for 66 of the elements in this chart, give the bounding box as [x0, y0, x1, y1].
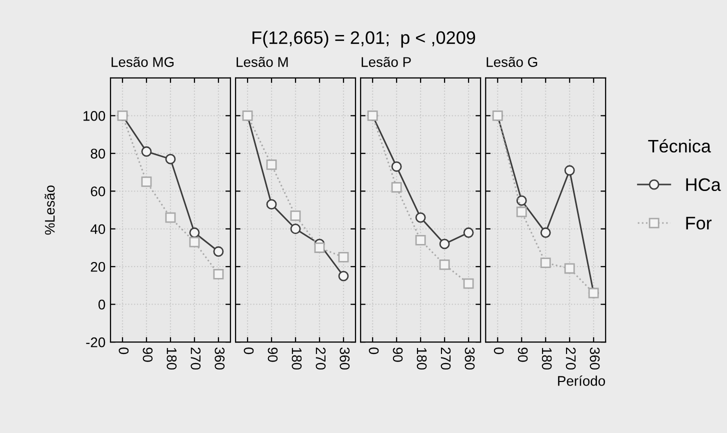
point — [391, 182, 402, 193]
x-tick-label: 90 — [142, 348, 153, 362]
x-tick-label: 180 — [166, 348, 177, 370]
x-tick-label: 0 — [368, 347, 379, 354]
x-tick-label: 90 — [268, 348, 278, 362]
point — [540, 258, 551, 268]
point — [266, 199, 277, 210]
x-tick-label: 270 — [316, 348, 326, 370]
point — [266, 160, 277, 170]
x-tick-label: 270 — [566, 348, 576, 370]
point — [213, 246, 224, 257]
point — [165, 154, 176, 164]
point — [516, 195, 527, 206]
y-tick-label: 100 — [84, 111, 106, 121]
x-tick-label: 0 — [118, 347, 129, 354]
x-tick-label: 90 — [518, 348, 528, 362]
y-tick-label: 0 — [98, 300, 106, 310]
point — [439, 238, 450, 250]
point — [189, 227, 200, 238]
x-tick-label: 90 — [392, 348, 403, 362]
chart-title: Lesão MG — [112, 56, 174, 67]
x-tick-label: 360 — [464, 347, 475, 370]
point — [165, 212, 176, 223]
point — [564, 263, 575, 274]
legend-label: HCa — [686, 178, 721, 192]
point — [415, 212, 426, 223]
point — [141, 146, 152, 157]
y-tick-label: -20 — [86, 337, 106, 348]
x-tick-label: 0 — [494, 347, 504, 354]
point — [290, 210, 301, 221]
legend-label: For — [686, 216, 712, 230]
point — [338, 270, 349, 282]
point — [463, 227, 474, 238]
point — [463, 278, 474, 289]
x-tick-label: 360 — [340, 347, 350, 370]
y-tick-label: 60 — [90, 186, 106, 196]
y-tick-label: 40 — [90, 224, 106, 234]
chart-title: Lesão P — [362, 56, 411, 67]
x-tick-label: 270 — [440, 348, 451, 370]
x-tick-label: 180 — [542, 348, 552, 370]
point — [141, 176, 152, 187]
point — [189, 236, 200, 248]
x-tick-label: 360 — [590, 347, 600, 370]
text: F(12,665) = 2,01; p < ,0209 — [252, 30, 476, 48]
point — [314, 242, 325, 253]
point — [516, 206, 527, 218]
legend-title: Técnica — [648, 139, 711, 153]
chart-title: Lesão M — [236, 56, 288, 67]
point — [540, 227, 551, 238]
point — [391, 161, 402, 172]
y-tick-label: 80 — [90, 148, 106, 159]
x-tick-label: 0 — [244, 347, 254, 354]
x-tick-label: 180 — [416, 348, 427, 370]
point — [439, 260, 450, 270]
x-tick-label: 180 — [292, 348, 302, 370]
point — [564, 165, 575, 176]
chart-title: Lesão G — [486, 56, 538, 67]
point — [338, 252, 349, 262]
y-axis-title: %Lesão — [44, 185, 55, 235]
x-tick-label: 360 — [214, 347, 225, 370]
y-tick-label: 20 — [90, 262, 106, 272]
point — [290, 224, 301, 234]
point — [213, 268, 224, 280]
x-axis-title: Período — [558, 375, 606, 386]
point — [415, 234, 426, 246]
x-tick-label: 270 — [190, 348, 201, 370]
